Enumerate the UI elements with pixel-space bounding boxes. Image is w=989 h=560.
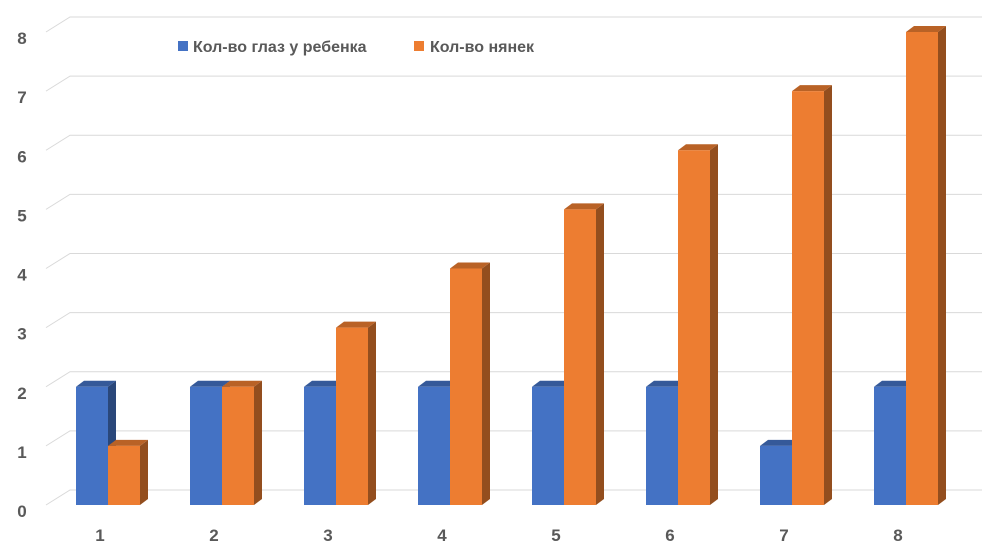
x-tick-label: 3 [323,526,332,545]
legend-swatch-series-1 [178,41,188,51]
bar [108,439,148,505]
bar [222,380,262,505]
legend-label-series-2: Кол-во нянек [430,39,535,56]
y-tick-label: 6 [17,147,26,166]
bar [906,26,946,505]
y-tick-label: 0 [17,502,26,521]
gridline [45,193,982,210]
legend-swatch-series-2 [414,41,424,51]
gridline [45,253,982,269]
legend: Кол-во глаз у ребенка Кол-во нянек [178,39,535,56]
gridline [45,371,982,388]
x-tick-label: 5 [551,526,560,545]
y-tick-label: 7 [17,88,26,107]
y-tick-label: 8 [17,29,26,48]
gridline [45,312,982,329]
gridline [45,16,982,33]
bar [792,85,832,505]
gridline [45,75,982,92]
y-tick-label: 4 [17,266,27,285]
bar [336,321,376,505]
y-tick-label: 2 [17,384,26,403]
x-tick-label: 1 [95,526,104,545]
y-tick-label: 3 [17,325,26,344]
x-tick-label: 6 [665,526,674,545]
gridline [45,134,982,151]
legend-label-series-1: Кол-во глаз у ребенка [193,39,367,56]
y-tick-label: 1 [17,443,26,462]
x-tick-label: 7 [779,526,788,545]
gridline [45,489,982,506]
x-tick-label: 4 [437,526,447,545]
x-tick-label: 2 [209,526,218,545]
y-tick-label: 5 [17,206,26,225]
bar [450,262,490,505]
bar [678,144,718,505]
gridline [45,430,982,447]
grid-layer [45,16,982,506]
bar [564,203,604,505]
y-axis-ticks: 0 1 2 3 4 5 6 7 8 [17,29,27,521]
bars-layer [76,26,946,505]
x-axis-ticks: 1 2 3 4 5 6 7 8 [95,526,902,545]
x-tick-label: 8 [893,526,902,545]
